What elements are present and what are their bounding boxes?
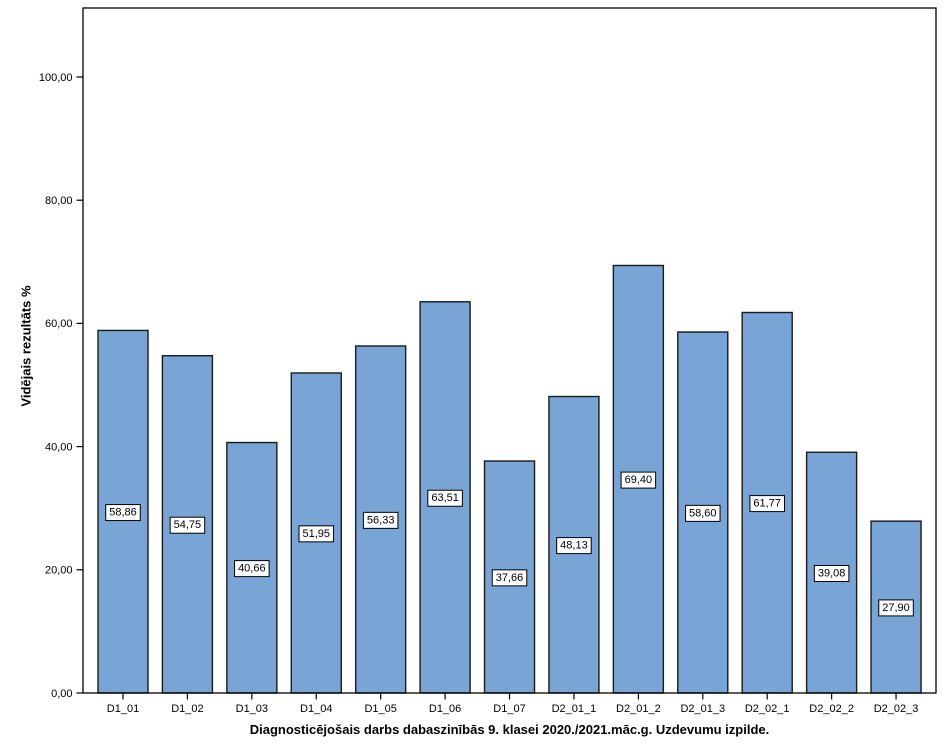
x-tick-label: D1_05 (364, 703, 396, 715)
bar-value-box (427, 489, 463, 507)
bar-value-label: 40,66 (234, 560, 270, 578)
bar-value-text: 27,90 (882, 602, 910, 614)
bar-value-box (298, 525, 335, 543)
y-tick-label: 40,00 (45, 441, 73, 453)
x-tick-label: D2_02_3 (874, 703, 919, 715)
x-tick-label: D1_06 (429, 703, 461, 715)
bar-value-box (878, 599, 914, 617)
bar-value-label: 69,40 (620, 471, 657, 489)
x-axis-title: Diagnosticējošais darbs dabaszinībās 9. … (249, 722, 770, 737)
bar-value-label: 39,08 (813, 564, 850, 582)
x-tick-label: D2_01_1 (552, 703, 597, 715)
bar-value-label: 37,66 (491, 569, 528, 587)
x-tick-label: D2_01_3 (680, 703, 725, 715)
bar-value-text: 39,08 (818, 567, 846, 579)
y-tick-label: 0,00 (51, 688, 72, 700)
bar-value-box (105, 504, 141, 522)
bar-value-text: 61,77 (753, 498, 781, 510)
bar-value-box (685, 504, 721, 522)
bar-value-text: 69,40 (625, 474, 653, 486)
x-tick-label: D2_02_2 (809, 703, 854, 715)
bar-value-label: 61,77 (749, 495, 785, 513)
bar-value-label: 54,75 (169, 516, 206, 534)
bar-value-box (813, 564, 850, 582)
bar-value-text: 51,95 (302, 528, 330, 540)
bar-value-box (556, 537, 592, 555)
y-tick-label: 60,00 (45, 318, 73, 330)
bar-value-text: 37,66 (496, 572, 524, 584)
bar-value-label: 58,60 (685, 504, 721, 522)
x-tick-label: D2_02_1 (745, 703, 790, 715)
bar-value-label: 63,51 (427, 489, 463, 507)
bar-value-label: 56,33 (362, 511, 399, 529)
x-tick-label: D1_04 (300, 703, 332, 715)
x-tick-label: D1_01 (107, 703, 139, 715)
x-tick-label: D1_02 (171, 703, 203, 715)
x-tick-label: D1_03 (236, 703, 268, 715)
bar-value-box (362, 511, 399, 529)
bar-value-box (620, 471, 657, 489)
bar-value-text: 54,75 (174, 519, 202, 531)
y-tick-label: 80,00 (45, 195, 73, 207)
bar-value-text: 56,33 (367, 514, 395, 526)
y-tick-label: 20,00 (45, 565, 73, 577)
bar-value-box (169, 516, 206, 534)
bar-value-text: 58,60 (689, 507, 717, 519)
bar-value-box (234, 560, 270, 578)
bar-value-text: 63,51 (431, 492, 459, 504)
bar-value-label: 27,90 (878, 599, 914, 617)
y-axis-title: Vidējais rezultāts % (18, 285, 34, 407)
bar-value-text: 48,13 (560, 540, 588, 552)
bar-value-box (491, 569, 528, 587)
bar-value-box (749, 495, 785, 513)
x-tick-label: D2_01_2 (616, 703, 661, 715)
x-tick-label: D1_07 (493, 703, 525, 715)
bar-value-text: 40,66 (238, 563, 266, 575)
bar-value-label: 48,13 (556, 537, 592, 555)
bar-value-label: 58,86 (105, 504, 141, 522)
bar-value-text: 58,86 (109, 507, 137, 519)
bar-value-label: 51,95 (298, 525, 335, 543)
y-tick-label: 100,00 (39, 72, 73, 84)
